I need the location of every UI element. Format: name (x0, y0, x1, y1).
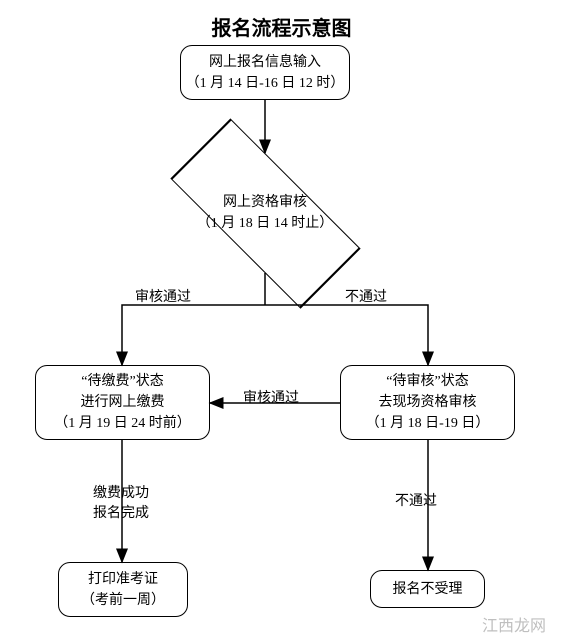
node-line: 报名不受理 (393, 579, 463, 600)
edge-label-line: 缴费成功 (93, 482, 149, 502)
edge-label-pass-left: 审核通过 (135, 286, 191, 306)
edge-label-pass-back: 审核通过 (243, 387, 299, 407)
watermark-text: 江西龙网 (482, 612, 546, 636)
node-line: 进行网上缴费 (81, 392, 165, 413)
edge-label-fail-right: 不通过 (345, 286, 387, 306)
node-rejected: 报名不受理 (370, 570, 485, 608)
node-line: （1 月 18 日 14 时止） (197, 213, 334, 234)
node-line: 去现场资格审核 (379, 392, 477, 413)
node-input-info: 网上报名信息输入 （1 月 14 日-16 日 12 时） (180, 45, 350, 100)
node-line: “待审核”状态 (386, 371, 468, 392)
node-line: （1 月 19 日 24 时前） (54, 413, 191, 434)
node-line: （1 月 14 日-16 日 12 时） (186, 73, 345, 94)
node-line: （1 月 18 日-19 日） (366, 413, 490, 434)
edge-label-fail-final: 不通过 (395, 490, 437, 510)
diamond-text: 网上资格审核 （1 月 18 日 14 时止） (135, 153, 395, 273)
node-onsite-review: “待审核”状态 去现场资格审核 （1 月 18 日-19 日） (340, 365, 515, 440)
node-line: （考前一周） (81, 590, 165, 611)
node-line: 网上资格审核 (223, 192, 307, 213)
diagram-title: 报名流程示意图 (0, 12, 563, 41)
node-pay: “待缴费”状态 进行网上缴费 （1 月 19 日 24 时前） (35, 365, 210, 440)
node-line: 打印准考证 (88, 569, 158, 590)
node-review-diamond: 网上资格审核 （1 月 18 日 14 时止） (135, 153, 395, 273)
edge-label-pay-done: 缴费成功 报名完成 (93, 482, 149, 522)
edge-label-line: 报名完成 (93, 502, 149, 522)
node-line: 网上报名信息输入 (209, 52, 321, 73)
node-line: “待缴费”状态 (81, 371, 163, 392)
node-print-ticket: 打印准考证 （考前一周） (58, 562, 188, 617)
